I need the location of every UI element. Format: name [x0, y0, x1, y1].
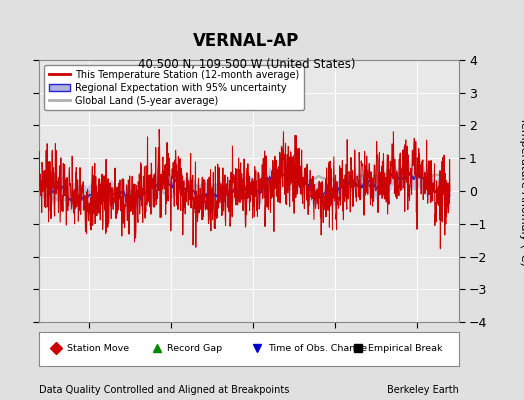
Text: Record Gap: Record Gap [167, 344, 222, 353]
Y-axis label: Temperature Anomaly (°C): Temperature Anomaly (°C) [519, 117, 524, 265]
Text: 40.500 N, 109.500 W (United States): 40.500 N, 109.500 W (United States) [137, 58, 355, 71]
Legend: This Temperature Station (12-month average), Regional Expectation with 95% uncer: This Temperature Station (12-month avera… [44, 65, 304, 110]
Text: Berkeley Earth: Berkeley Earth [387, 385, 458, 395]
Text: Time of Obs. Change: Time of Obs. Change [268, 344, 367, 353]
Text: VERNAL-AP: VERNAL-AP [193, 32, 299, 50]
Text: Empirical Break: Empirical Break [368, 344, 443, 353]
Text: Station Move: Station Move [67, 344, 129, 353]
Text: Data Quality Controlled and Aligned at Breakpoints: Data Quality Controlled and Aligned at B… [39, 385, 290, 395]
